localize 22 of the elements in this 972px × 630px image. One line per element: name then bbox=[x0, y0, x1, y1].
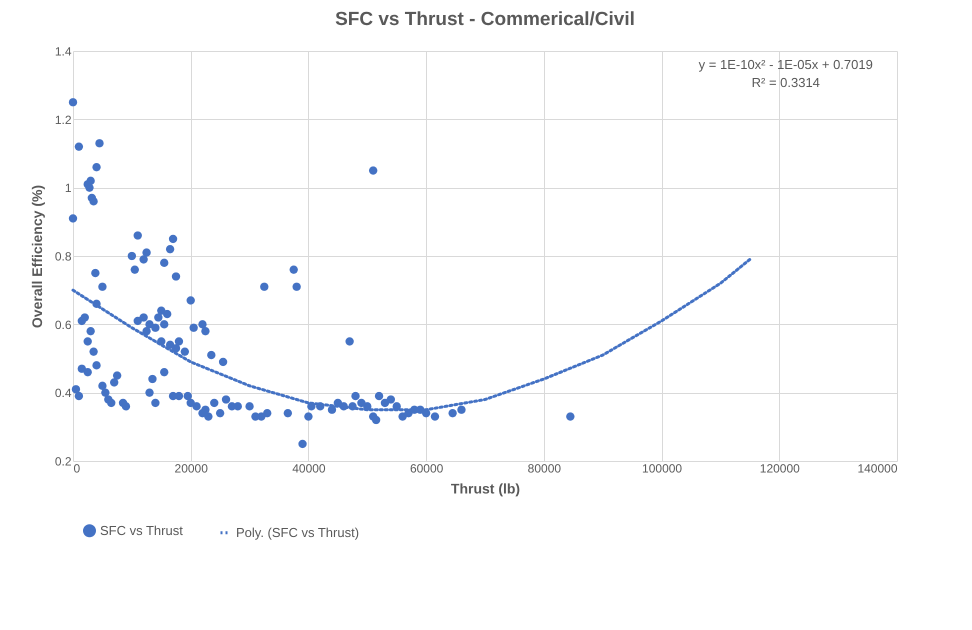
x-axis-title: Thrust (lb) bbox=[450, 480, 520, 496]
y-tick-label: 1.4 bbox=[54, 44, 72, 58]
x-tick-label: 20000 bbox=[174, 462, 208, 476]
y-tick-label: 0.2 bbox=[54, 454, 72, 468]
y-tick-label: 0.4 bbox=[54, 386, 72, 400]
legend-label: Poly. (SFC vs Thrust) bbox=[236, 524, 360, 540]
x-tick-label: 60000 bbox=[410, 462, 444, 476]
x-tick-label: 140000 bbox=[857, 462, 898, 476]
y-tick-label: 1 bbox=[64, 181, 72, 196]
y-tick-label: 0.8 bbox=[54, 250, 72, 264]
x-tick-label: 40000 bbox=[292, 462, 326, 476]
y-tick-label: 1.2 bbox=[54, 112, 72, 127]
annotation: R² = 0.3314 bbox=[752, 75, 820, 90]
y-axis-title: Overall Efficiency (%) bbox=[28, 184, 45, 328]
chart-title: SFC vs Thrust - Commerical/Civil bbox=[335, 9, 635, 30]
y-tick-label: 0.6 bbox=[54, 318, 72, 332]
x-tick-label: 120000 bbox=[760, 462, 800, 476]
annotation: y = 1E-10x² - 1E-05x + 0.7019 bbox=[698, 57, 873, 72]
x-tick-label: 0 bbox=[74, 462, 80, 476]
x-tick-label: 100000 bbox=[642, 462, 682, 476]
legend-label: SFC vs Thrust bbox=[100, 522, 184, 538]
x-tick-label: 80000 bbox=[528, 462, 562, 476]
